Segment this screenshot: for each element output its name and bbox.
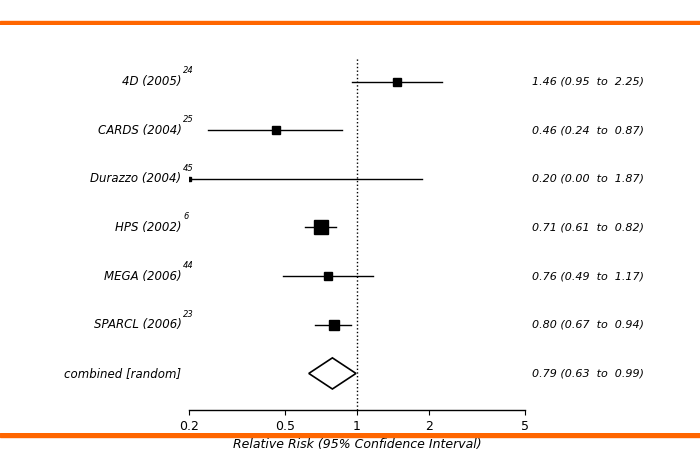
Text: 25: 25 bbox=[183, 115, 194, 124]
Text: Source: Ann Pharmacother © 2007 Harvey Whitney Books Company: Source: Ann Pharmacother © 2007 Harvey W… bbox=[351, 443, 686, 453]
Text: Durazzo (2004): Durazzo (2004) bbox=[90, 172, 181, 185]
Text: 24: 24 bbox=[183, 66, 194, 76]
Text: 44: 44 bbox=[183, 261, 194, 270]
Text: 23: 23 bbox=[183, 310, 194, 319]
Bar bbox=[0, 21, 700, 25]
Text: 0.46 (0.24  to  0.87): 0.46 (0.24 to 0.87) bbox=[532, 125, 644, 135]
X-axis label: Relative Risk (95% Confidence Interval): Relative Risk (95% Confidence Interval) bbox=[232, 438, 482, 451]
Text: Medscape®: Medscape® bbox=[10, 5, 102, 19]
Text: MEGA (2006): MEGA (2006) bbox=[104, 270, 181, 283]
Text: HPS (2002): HPS (2002) bbox=[115, 221, 181, 234]
Text: 0.80 (0.67  to  0.94): 0.80 (0.67 to 0.94) bbox=[532, 320, 644, 330]
Text: CARDS (2004): CARDS (2004) bbox=[97, 124, 181, 137]
Text: www.medscape.com: www.medscape.com bbox=[154, 5, 283, 19]
Text: 1.46 (0.95  to  2.25): 1.46 (0.95 to 2.25) bbox=[532, 76, 644, 87]
Text: 0.79 (0.63  to  0.99): 0.79 (0.63 to 0.99) bbox=[532, 368, 644, 378]
Text: SPARCL (2006): SPARCL (2006) bbox=[94, 318, 181, 331]
Text: 4D (2005): 4D (2005) bbox=[122, 75, 181, 88]
Text: combined [random]: combined [random] bbox=[64, 367, 181, 380]
Text: 0.71 (0.61  to  0.82): 0.71 (0.61 to 0.82) bbox=[532, 223, 644, 233]
Text: 0.76 (0.49  to  1.17): 0.76 (0.49 to 1.17) bbox=[532, 271, 644, 281]
Text: 0.20 (0.00  to  1.87): 0.20 (0.00 to 1.87) bbox=[532, 174, 644, 184]
Text: 6: 6 bbox=[183, 213, 189, 221]
Text: 45: 45 bbox=[183, 164, 194, 173]
Bar bbox=[0, 433, 700, 437]
Polygon shape bbox=[309, 358, 356, 389]
